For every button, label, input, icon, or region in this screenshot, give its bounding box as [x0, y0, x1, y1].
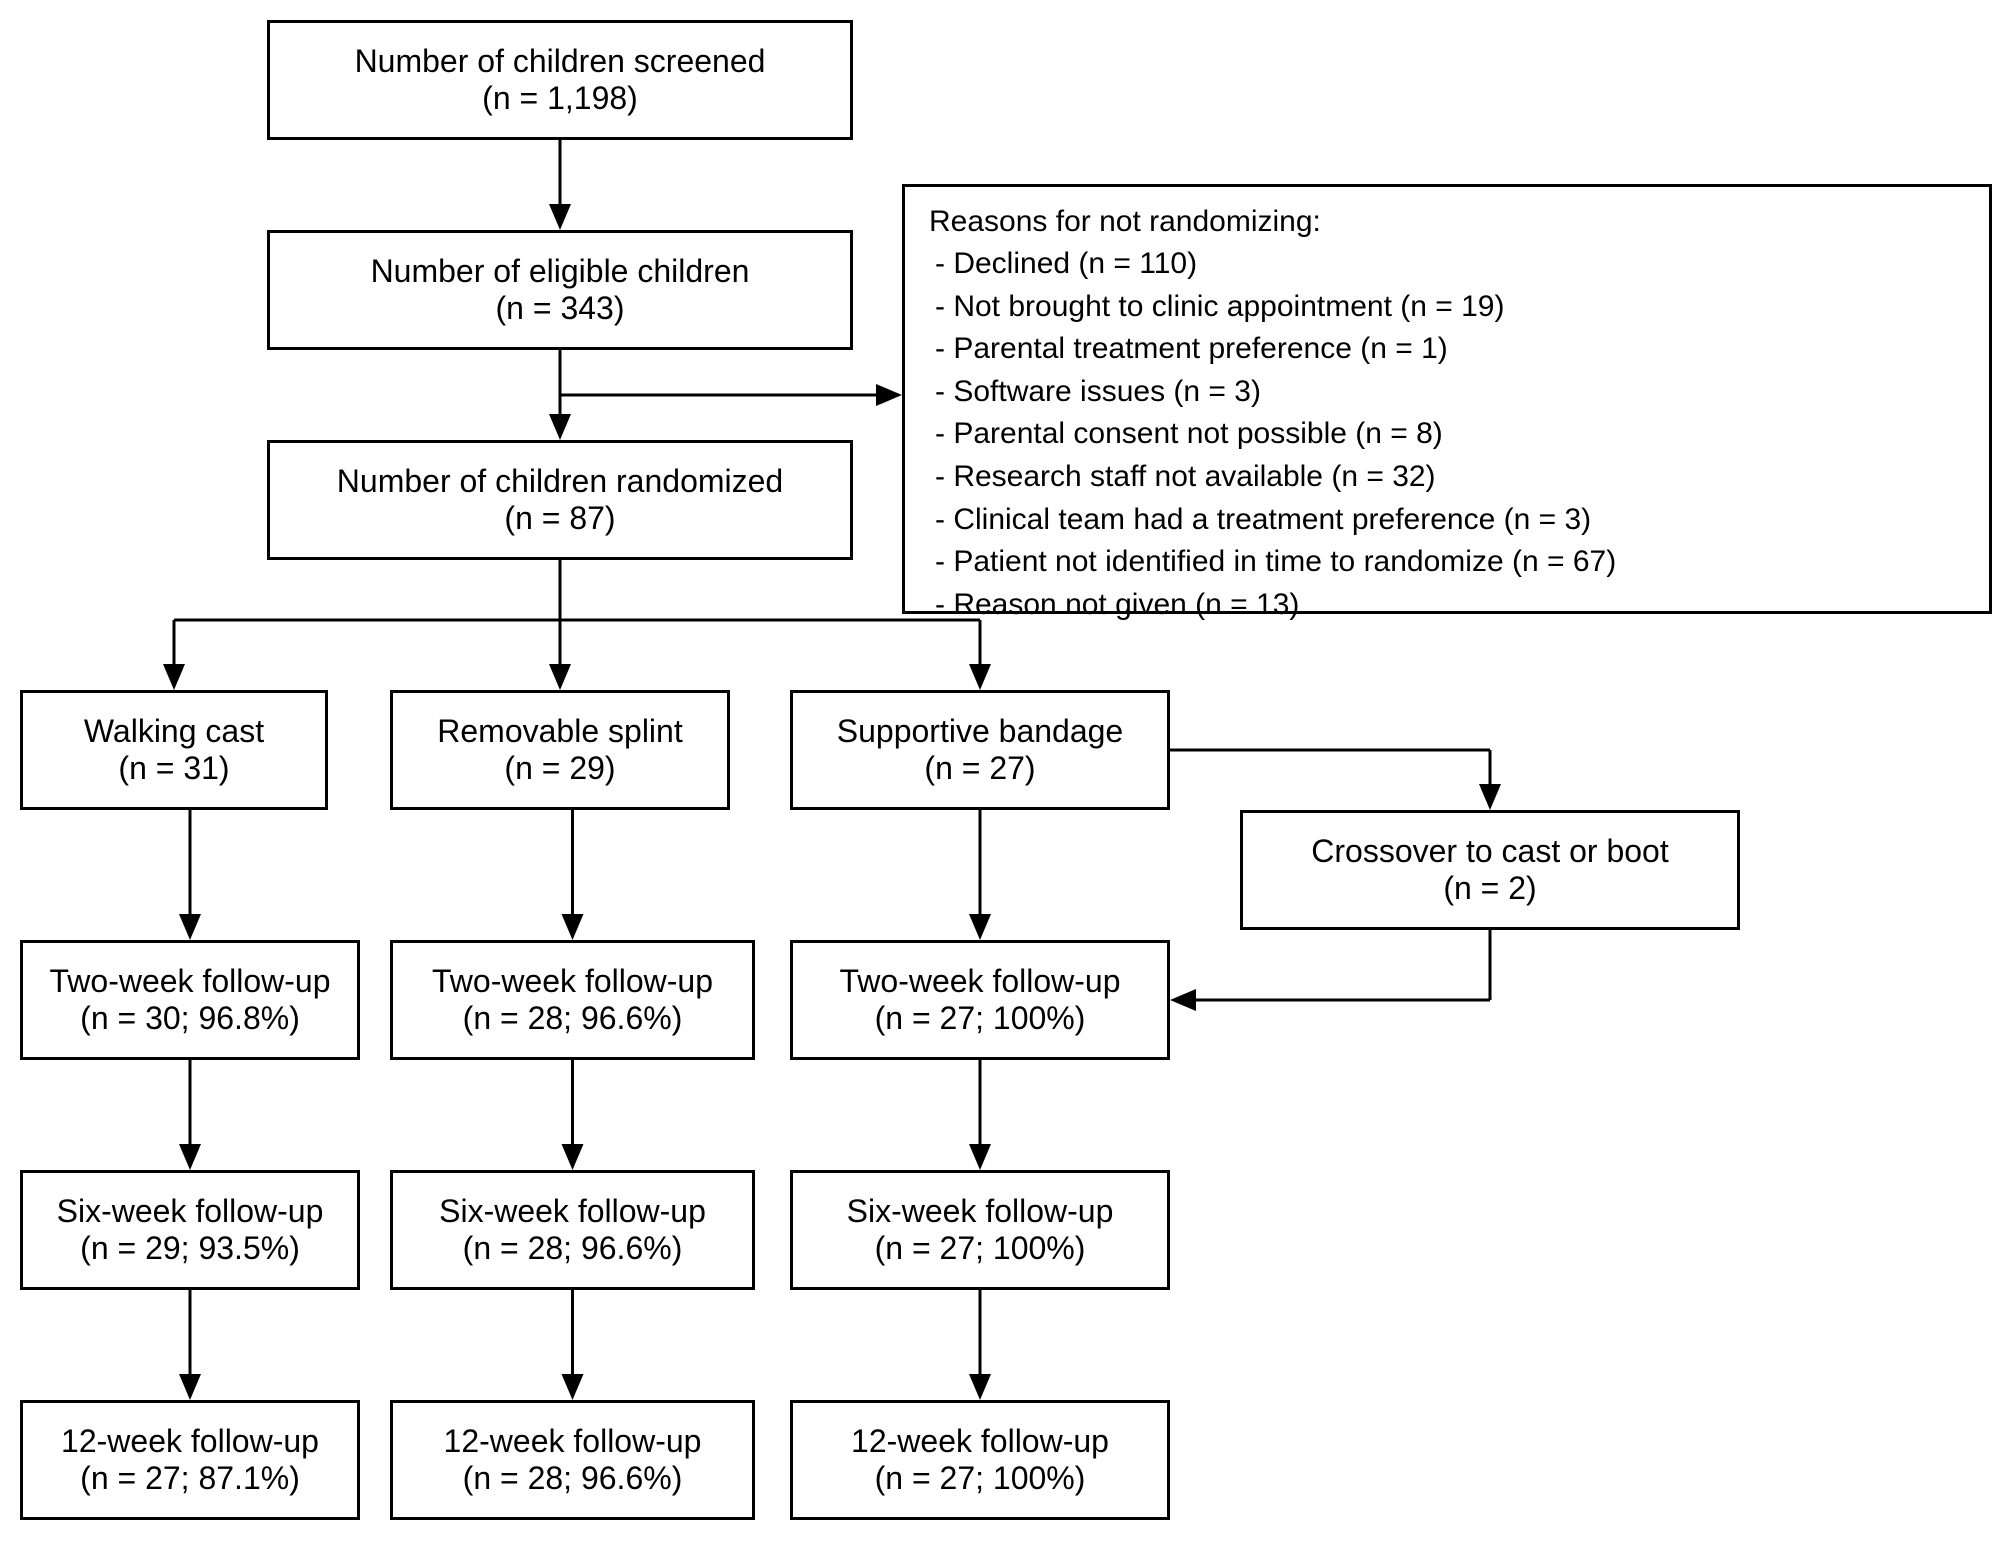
- node-arm1-line1: Walking cast: [84, 713, 264, 750]
- node-fu2_2-line1: Two-week follow-up: [432, 963, 713, 1000]
- reasons-item: - Not brought to clinic appointment (n =…: [929, 286, 1965, 329]
- node-randomized-line2: (n = 87): [504, 500, 615, 537]
- node-fu12_2-line1: 12-week follow-up: [444, 1423, 702, 1460]
- node-arm3: Supportive bandage(n = 27): [790, 690, 1170, 810]
- reasons-item: - Reason not given (n = 13): [929, 584, 1965, 627]
- node-fu12_3-line2: (n = 27; 100%): [875, 1460, 1086, 1497]
- node-arm2: Removable splint(n = 29): [390, 690, 730, 810]
- node-fu6_2-line1: Six-week follow-up: [439, 1193, 706, 1230]
- node-fu12_2-line2: (n = 28; 96.6%): [463, 1460, 683, 1497]
- node-arm1-line2: (n = 31): [118, 750, 229, 787]
- node-fu2_3: Two-week follow-up(n = 27; 100%): [790, 940, 1170, 1060]
- reasons-item: - Parental treatment preference (n = 1): [929, 328, 1965, 371]
- node-fu2_3-line2: (n = 27; 100%): [875, 1000, 1086, 1037]
- node-fu2_2-line2: (n = 28; 96.6%): [463, 1000, 683, 1037]
- node-fu6_3: Six-week follow-up(n = 27; 100%): [790, 1170, 1170, 1290]
- reasons-item: - Parental consent not possible (n = 8): [929, 413, 1965, 456]
- reasons-item: - Patient not identified in time to rand…: [929, 541, 1965, 584]
- node-arm2-line1: Removable splint: [437, 713, 682, 750]
- reasons-box: Reasons for not randomizing: - Declined (…: [902, 184, 1992, 614]
- node-fu6_1-line1: Six-week follow-up: [57, 1193, 324, 1230]
- node-fu12_3-line1: 12-week follow-up: [851, 1423, 1109, 1460]
- node-crossover: Crossover to cast or boot(n = 2): [1240, 810, 1740, 930]
- reasons-item: - Research staff not available (n = 32): [929, 456, 1965, 499]
- node-screened: Number of children screened(n = 1,198): [267, 20, 853, 140]
- node-fu6_2-line2: (n = 28; 96.6%): [463, 1230, 683, 1267]
- node-fu2_1: Two-week follow-up(n = 30; 96.8%): [20, 940, 360, 1060]
- node-eligible: Number of eligible children(n = 343): [267, 230, 853, 350]
- node-fu2_1-line2: (n = 30; 96.8%): [80, 1000, 300, 1037]
- node-fu6_2: Six-week follow-up(n = 28; 96.6%): [390, 1170, 755, 1290]
- node-arm3-line1: Supportive bandage: [837, 713, 1123, 750]
- node-fu2_2: Two-week follow-up(n = 28; 96.6%): [390, 940, 755, 1060]
- node-screened-line2: (n = 1,198): [482, 80, 638, 117]
- flowchart-canvas: Number of children screened(n = 1,198)Nu…: [20, 20, 2005, 1539]
- node-arm2-line2: (n = 29): [504, 750, 615, 787]
- node-arm3-line2: (n = 27): [924, 750, 1035, 787]
- node-fu12_1-line1: 12-week follow-up: [61, 1423, 319, 1460]
- node-screened-line1: Number of children screened: [355, 43, 766, 80]
- reasons-item: - Clinical team had a treatment preferen…: [929, 499, 1965, 542]
- node-fu6_3-line1: Six-week follow-up: [847, 1193, 1114, 1230]
- node-crossover-line2: (n = 2): [1443, 870, 1536, 907]
- node-randomized: Number of children randomized(n = 87): [267, 440, 853, 560]
- node-eligible-line2: (n = 343): [496, 290, 625, 327]
- node-fu12_3: 12-week follow-up(n = 27; 100%): [790, 1400, 1170, 1520]
- reasons-title: Reasons for not randomizing:: [929, 205, 1965, 239]
- reasons-item: - Declined (n = 110): [929, 243, 1965, 286]
- node-fu12_1: 12-week follow-up(n = 27; 87.1%): [20, 1400, 360, 1520]
- node-fu6_1-line2: (n = 29; 93.5%): [80, 1230, 300, 1267]
- node-fu12_2: 12-week follow-up(n = 28; 96.6%): [390, 1400, 755, 1520]
- node-fu6_1: Six-week follow-up(n = 29; 93.5%): [20, 1170, 360, 1290]
- node-arm1: Walking cast(n = 31): [20, 690, 328, 810]
- node-crossover-line1: Crossover to cast or boot: [1311, 833, 1668, 870]
- node-randomized-line1: Number of children randomized: [337, 463, 783, 500]
- node-fu6_3-line2: (n = 27; 100%): [875, 1230, 1086, 1267]
- reasons-item: - Software issues (n = 3): [929, 371, 1965, 414]
- node-eligible-line1: Number of eligible children: [371, 253, 750, 290]
- node-fu2_1-line1: Two-week follow-up: [50, 963, 331, 1000]
- node-fu12_1-line2: (n = 27; 87.1%): [80, 1460, 300, 1497]
- node-fu2_3-line1: Two-week follow-up: [840, 963, 1121, 1000]
